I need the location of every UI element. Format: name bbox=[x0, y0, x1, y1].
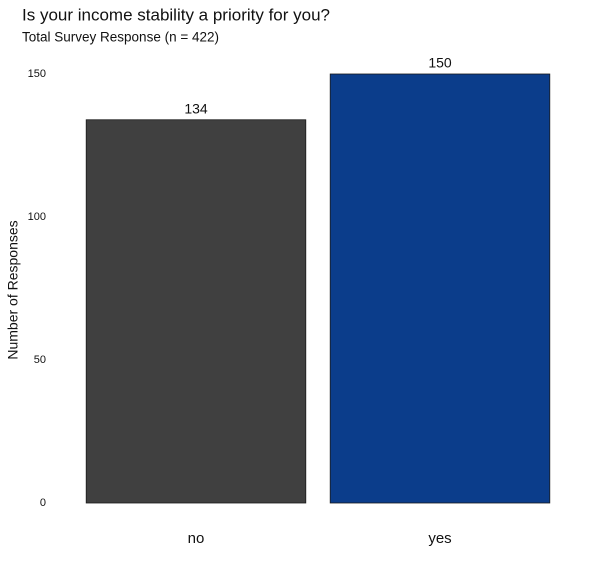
bar bbox=[329, 73, 551, 504]
y-tick-label: 50 bbox=[34, 354, 46, 366]
bar bbox=[85, 119, 307, 504]
y-tick-label: 100 bbox=[28, 211, 46, 223]
chart-title: Is your income stability a priority for … bbox=[22, 5, 330, 24]
y-tick-label: 150 bbox=[28, 68, 46, 80]
y-axis-label: Number of Responses bbox=[5, 220, 21, 359]
x-tick-label: yes bbox=[428, 530, 451, 547]
chart-subtitle: Total Survey Response (n = 422) bbox=[22, 30, 219, 45]
y-tick-label: 0 bbox=[40, 497, 46, 509]
value-label: 150 bbox=[428, 55, 452, 71]
value-label: 134 bbox=[184, 100, 208, 116]
x-tick-label: no bbox=[188, 530, 205, 547]
